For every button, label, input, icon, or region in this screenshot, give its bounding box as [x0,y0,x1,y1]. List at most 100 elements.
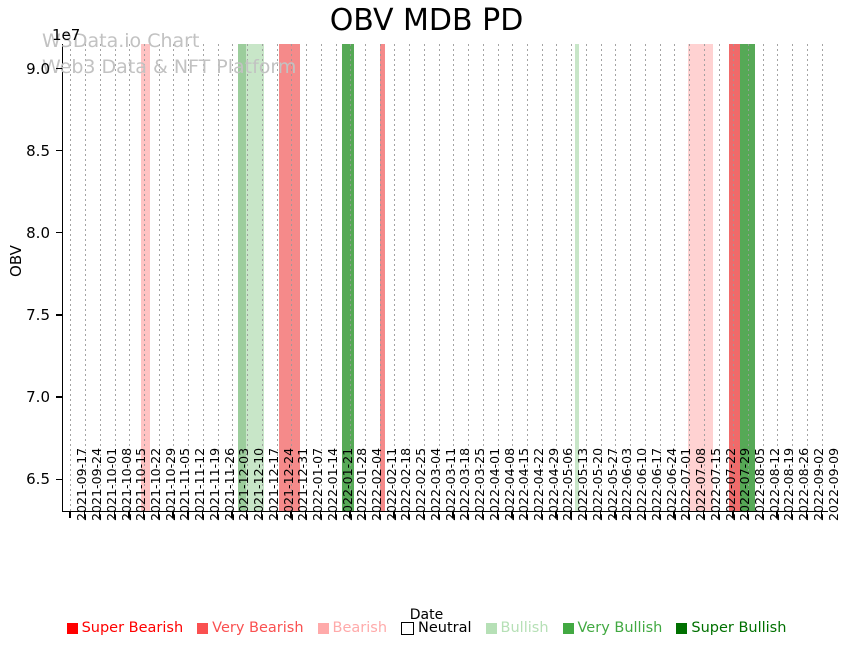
sentiment-band [141,44,151,511]
x-axis-label: 2022-04-01 [486,447,502,521]
grid-line [556,44,558,511]
grid-line [497,44,499,511]
chart-legend: Super Bearish Very Bearish Bearish Neutral B… [0,620,853,636]
grid-line [188,44,190,511]
x-axis-tick [820,512,822,518]
x-axis-tick [143,512,145,518]
x-axis-label: 2022-01-14 [324,447,340,521]
x-axis-label: 2022-05-20 [589,447,605,521]
x-axis-tick [614,512,616,518]
x-axis-tick [334,512,336,518]
grid-line [615,44,617,511]
x-axis-label: 2022-08-12 [766,447,782,521]
y-axis-label: 7.5 [26,305,50,324]
x-axis-label: 2022-06-03 [619,447,635,521]
x-axis-tick [305,512,307,518]
x-axis-tick [363,512,366,518]
x-axis-tick [98,512,101,518]
legend-item-very-bearish[interactable]: Very Bearish [197,620,304,636]
grid-line [350,44,352,511]
x-axis-label: 2022-04-22 [531,447,547,521]
x-axis-label: 2022-02-18 [398,447,414,521]
grid-line [527,44,529,511]
x-axis-tick [599,512,601,518]
grid-line [541,44,543,511]
grid-line [792,44,794,511]
x-axis-tick [231,512,233,518]
legend-item-super-bullish[interactable]: Super Bullish [676,620,786,636]
x-axis-tick [643,512,646,518]
x-axis-label: 2022-01-07 [310,447,326,521]
x-axis-tick [658,512,660,518]
grid-line [306,44,308,511]
grid-line [571,44,573,511]
grid-line [99,44,101,511]
x-axis-label: 2022-05-27 [604,447,620,521]
grid-line [320,44,322,511]
x-axis-label: 2022-04-29 [545,447,561,521]
x-axis-label: 2022-06-24 [663,447,679,521]
grid-line [821,44,823,511]
x-axis-tick [629,512,631,518]
legend-item-bullish[interactable]: Bullish [485,620,549,636]
legend-swatch-icon [317,622,329,634]
sentiment-band [728,44,741,511]
x-axis-label: 2021-11-19 [206,447,222,521]
x-axis-label: 2021-10-01 [103,447,119,521]
y-axis-label: 6.5 [26,470,50,489]
x-axis-label: 2022-05-06 [560,447,576,521]
x-axis-label: 2021-10-08 [118,447,134,521]
legend-label: Bearish [332,620,388,636]
x-axis-label: 2022-08-26 [796,447,812,521]
grid-line [409,44,411,511]
x-axis-tick [319,512,322,518]
x-axis-tick [422,512,425,518]
x-axis-tick [157,512,160,518]
grid-line [674,44,676,511]
x-axis-tick [452,512,454,518]
grid-line [733,44,735,511]
x-axis-tick [246,512,248,518]
x-axis-tick [275,512,277,518]
grid-line [806,44,808,511]
x-axis-label: 2022-04-15 [516,447,532,521]
legend-label: Bullish [500,620,549,636]
grid-line [129,44,131,511]
x-axis-tick [555,512,557,518]
grid-line [158,44,160,511]
x-axis-label: 2022-02-11 [383,447,399,521]
x-axis-label: 2022-03-11 [442,447,458,521]
x-axis-tick [84,512,86,518]
x-axis-label: 2021-10-29 [162,447,178,521]
y-axis-tick [56,314,62,316]
x-axis-tick [349,512,351,518]
x-axis-tick [496,512,498,518]
x-axis-label: 2022-01-28 [354,447,370,521]
legend-item-very-bullish[interactable]: Very Bullish [562,620,662,636]
legend-item-super-bearish[interactable]: Super Bearish [66,620,183,636]
legend-swatch-icon [401,621,415,635]
y-axis-tick [56,232,62,234]
x-axis-tick [128,512,130,518]
x-axis-label: 2022-07-29 [737,447,753,521]
x-axis-label: 2021-11-26 [221,447,237,521]
x-axis-label: 2022-01-21 [339,447,355,521]
obv-line-series [63,44,828,511]
grid-line [689,44,691,511]
x-axis-label: 2021-09-24 [89,447,105,521]
x-axis-tick [791,512,793,518]
legend-item-bearish[interactable]: Bearish [317,620,388,636]
legend-label: Neutral [418,620,472,636]
legend-swatch-icon [676,622,688,634]
x-axis-tick [378,512,380,518]
x-axis-label: 2022-03-18 [457,447,473,521]
x-axis-label: 2021-11-12 [192,447,208,521]
x-axis-tick [702,512,705,518]
x-axis-label: 2021-10-22 [148,447,164,521]
x-axis-tick [717,512,719,518]
x-axis-label: 2022-07-01 [678,447,694,521]
y-axis-label: 7.0 [26,388,50,407]
grid-line [718,44,720,511]
x-axis-label: 2022-07-15 [707,447,723,521]
legend-item-neutral[interactable]: Neutral [401,620,472,636]
